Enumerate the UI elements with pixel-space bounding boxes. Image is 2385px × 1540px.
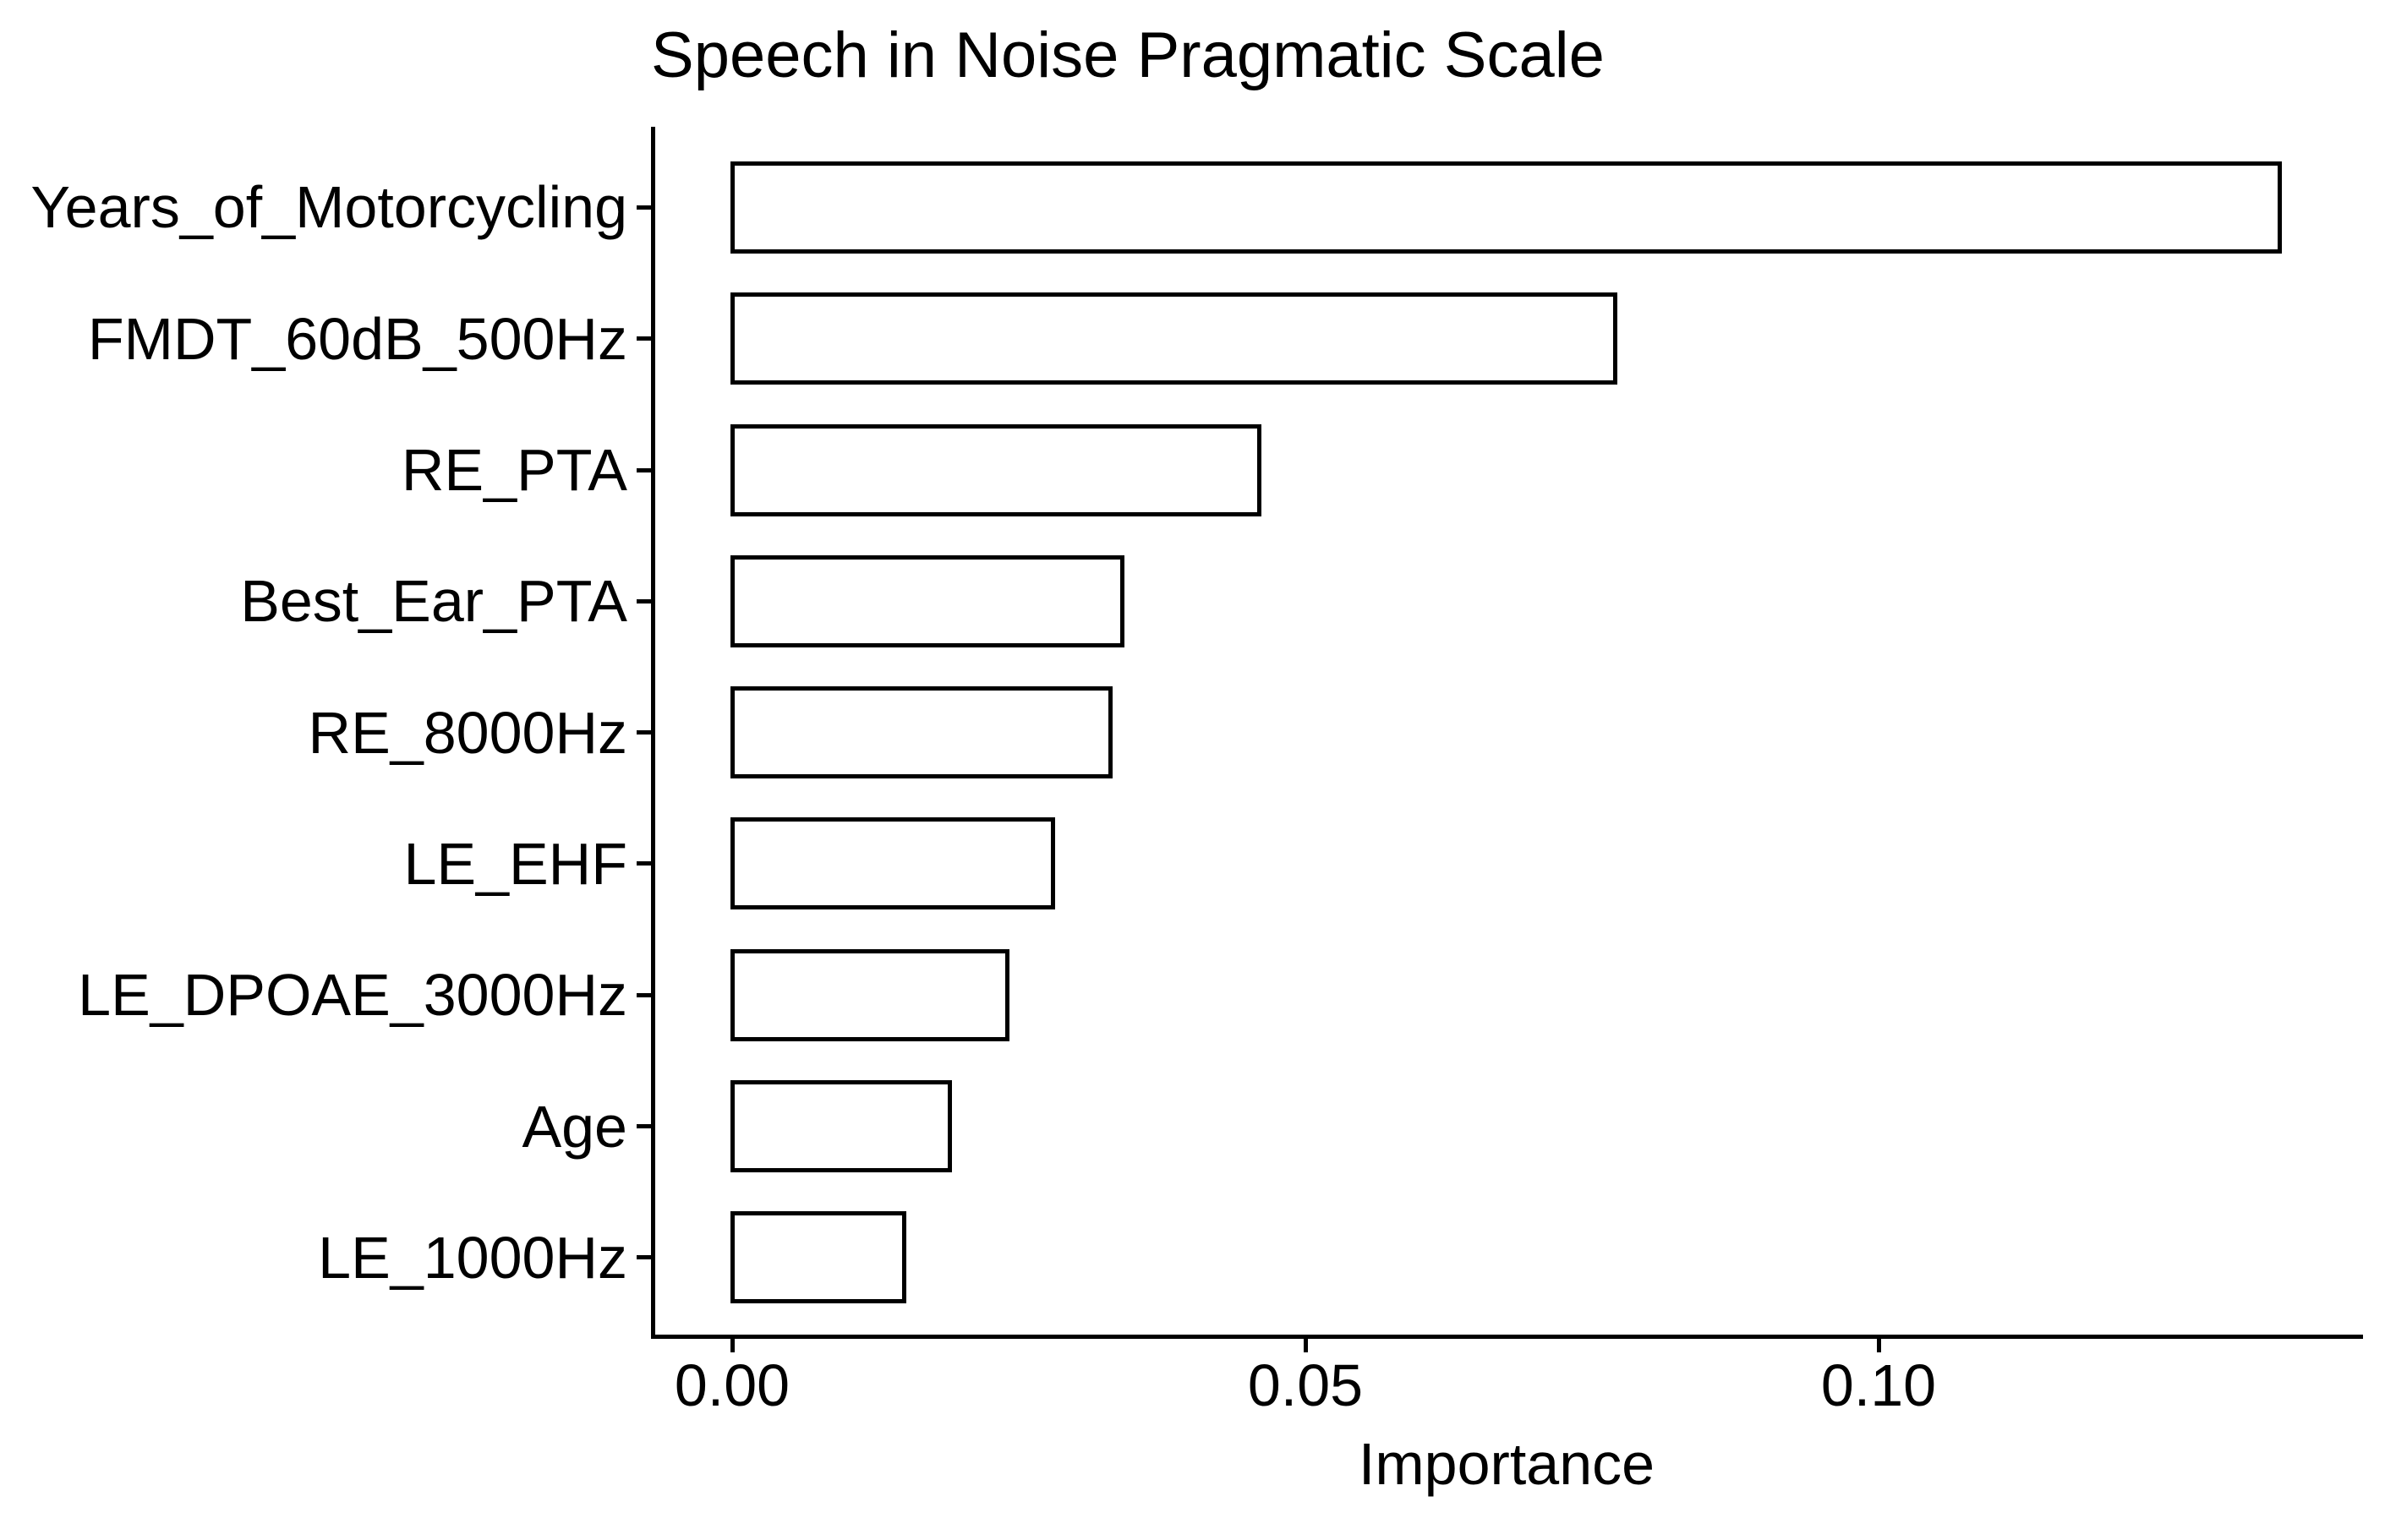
chart-title: Speech in Noise Pragmatic Scale: [651, 19, 1605, 91]
y-axis-label: RE_8000Hz: [308, 699, 627, 766]
x-axis-title: Importance: [1358, 1431, 1655, 1497]
bar-Best_Ear_PTA: [730, 554, 1124, 647]
y-tick-mark: [637, 336, 651, 341]
bar-Age: [730, 1080, 953, 1172]
y-tick-mark: [637, 467, 651, 472]
y-axis-label: Age: [522, 1093, 627, 1160]
x-tick-mark: [730, 1339, 735, 1352]
y-axis-label: RE_PTA: [401, 437, 627, 503]
y-tick-mark: [637, 1255, 651, 1260]
y-tick-mark: [637, 992, 651, 997]
y-tick-mark: [637, 205, 651, 210]
bar-RE_8000Hz: [730, 686, 1113, 779]
x-tick-label: 0.05: [1247, 1352, 1364, 1418]
y-tick-mark: [637, 861, 651, 866]
y-axis-line: [651, 127, 655, 1339]
x-tick-mark: [1876, 1339, 1881, 1352]
x-tick-label: 0.10: [1820, 1352, 1937, 1418]
bar-LE_1000Hz: [730, 1211, 906, 1304]
y-tick-mark: [637, 598, 651, 603]
y-axis-label: Best_Ear_PTA: [240, 568, 627, 635]
x-axis-line: [651, 1335, 2363, 1339]
x-tick-label: 0.00: [674, 1352, 790, 1418]
bar-LE_EHF: [730, 817, 1056, 910]
bar-LE_DPOAE_3000Hz: [730, 948, 1009, 1041]
y-axis-label: Years_of_Motorcycling: [30, 174, 627, 241]
y-tick-mark: [637, 1124, 651, 1128]
x-tick-mark: [1303, 1339, 1308, 1352]
bar-Years_of_Motorcycling: [730, 161, 2283, 254]
y-axis-label: LE_DPOAE_3000Hz: [78, 962, 627, 1029]
y-axis-label: LE_1000Hz: [318, 1224, 627, 1291]
y-axis-label: FMDT_60dB_500Hz: [87, 305, 627, 372]
bar-RE_PTA: [730, 423, 1262, 516]
bar-FMDT_60dB_500Hz: [730, 292, 1617, 385]
y-tick-mark: [637, 730, 651, 735]
y-axis-label: LE_EHF: [403, 830, 627, 897]
